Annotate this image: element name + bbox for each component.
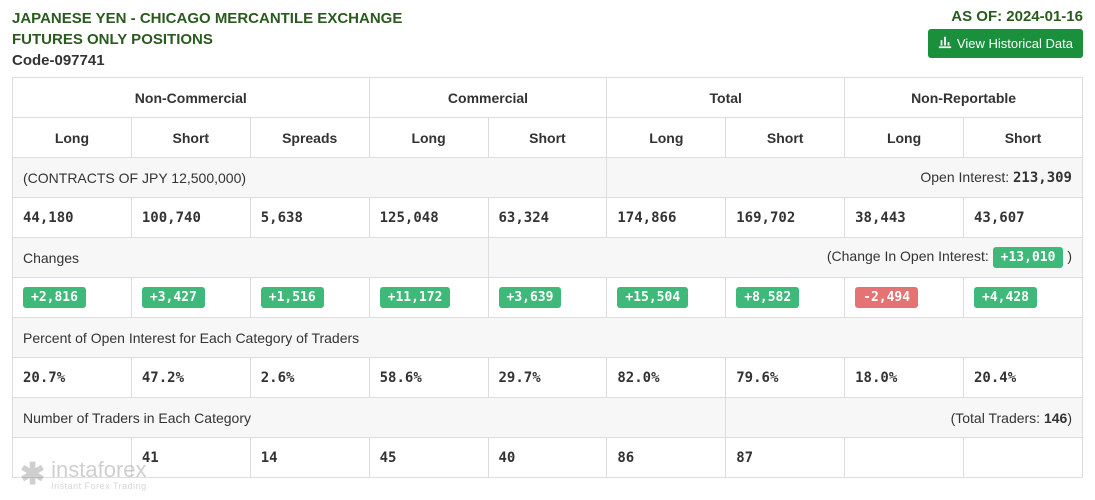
header-left: JAPANESE YEN - CHICAGO MERCANTILE EXCHAN…	[12, 8, 402, 71]
change-cell: +15,504	[607, 278, 726, 318]
change-cell: +1,516	[250, 278, 369, 318]
col-short-4: Short	[964, 118, 1083, 158]
percent-cell: 29.7%	[488, 358, 607, 398]
percent-header-row: Percent of Open Interest for Each Catego…	[13, 318, 1083, 358]
change-badge: +4,428	[974, 287, 1037, 308]
change-badge: -2,494	[855, 287, 918, 308]
changes-header-row: Changes (Change In Open Interest: +13,01…	[13, 238, 1083, 278]
view-historical-button[interactable]: View Historical Data	[928, 29, 1083, 58]
change-oi-badge: +13,010	[993, 247, 1064, 268]
traders-header-right: (Total Traders: 146)	[726, 398, 1083, 438]
value-cell: 169,702	[726, 198, 845, 238]
col-short-1: Short	[131, 118, 250, 158]
group-non-commercial: Non-Commercial	[13, 78, 370, 118]
title-line-2: FUTURES ONLY POSITIONS	[12, 29, 402, 50]
traders-row: 41 14 45 40 86 87	[13, 438, 1083, 478]
col-long-1: Long	[13, 118, 132, 158]
change-cell: +3,639	[488, 278, 607, 318]
value-cell: 38,443	[845, 198, 964, 238]
percent-cell: 79.6%	[726, 358, 845, 398]
open-interest-cell: Open Interest: 213,309	[607, 158, 1083, 198]
change-badge: +1,516	[261, 287, 324, 308]
change-cell: +2,816	[13, 278, 132, 318]
percent-cell: 82.0%	[607, 358, 726, 398]
traders-cell: 45	[369, 438, 488, 478]
traders-cell	[845, 438, 964, 478]
total-traders-value: 146	[1044, 410, 1067, 426]
column-header-row: Long Short Spreads Long Short Long Short…	[13, 118, 1083, 158]
percent-row: 20.7% 47.2% 2.6% 58.6% 29.7% 82.0% 79.6%…	[13, 358, 1083, 398]
value-cell: 174,866	[607, 198, 726, 238]
value-cell: 43,607	[964, 198, 1083, 238]
change-cell: +4,428	[964, 278, 1083, 318]
change-oi-cell: (Change In Open Interest: +13,010 )	[488, 238, 1083, 278]
group-total: Total	[607, 78, 845, 118]
percent-cell: 20.7%	[13, 358, 132, 398]
percent-header: Percent of Open Interest for Each Catego…	[13, 318, 1083, 358]
contracts-row: (CONTRACTS OF JPY 12,500,000) Open Inter…	[13, 158, 1083, 198]
value-cell: 100,740	[131, 198, 250, 238]
open-interest-value: 213,309	[1013, 170, 1072, 186]
change-oi-close: )	[1063, 248, 1072, 264]
code-line: Code-097741	[12, 50, 402, 71]
traders-cell: 14	[250, 438, 369, 478]
group-non-reportable: Non-Reportable	[845, 78, 1083, 118]
changes-label: Changes	[13, 238, 489, 278]
change-badge: +11,172	[380, 287, 451, 308]
value-cell: 125,048	[369, 198, 488, 238]
change-cell: -2,494	[845, 278, 964, 318]
col-spreads: Spreads	[250, 118, 369, 158]
change-badge: +2,816	[23, 287, 86, 308]
value-cell: 63,324	[488, 198, 607, 238]
traders-cell	[964, 438, 1083, 478]
view-historical-label: View Historical Data	[957, 36, 1073, 51]
traders-cell: 86	[607, 438, 726, 478]
col-short-2: Short	[488, 118, 607, 158]
change-cell: +8,582	[726, 278, 845, 318]
change-cell: +11,172	[369, 278, 488, 318]
group-header-row: Non-Commercial Commercial Total Non-Repo…	[13, 78, 1083, 118]
percent-cell: 58.6%	[369, 358, 488, 398]
value-cell: 5,638	[250, 198, 369, 238]
as-of-label: AS OF: 2024-01-16	[928, 8, 1083, 25]
header-right: AS OF: 2024-01-16 View Historical Data	[928, 8, 1083, 58]
positions-table: Non-Commercial Commercial Total Non-Repo…	[12, 77, 1083, 478]
group-commercial: Commercial	[369, 78, 607, 118]
traders-cell	[13, 438, 132, 478]
change-badge: +3,427	[142, 287, 205, 308]
value-cell: 44,180	[13, 198, 132, 238]
values-row: 44,180 100,740 5,638 125,048 63,324 174,…	[13, 198, 1083, 238]
traders-header-left: Number of Traders in Each Category	[13, 398, 726, 438]
col-long-2: Long	[369, 118, 488, 158]
header: JAPANESE YEN - CHICAGO MERCANTILE EXCHAN…	[12, 8, 1083, 71]
chart-icon	[938, 35, 952, 52]
percent-cell: 47.2%	[131, 358, 250, 398]
percent-cell: 20.4%	[964, 358, 1083, 398]
traders-header-row: Number of Traders in Each Category (Tota…	[13, 398, 1083, 438]
changes-row: +2,816 +3,427 +1,516 +11,172 +3,639 +15,504 +8…	[13, 278, 1083, 318]
contracts-label: (CONTRACTS OF JPY 12,500,000)	[13, 158, 607, 198]
change-cell: +3,427	[131, 278, 250, 318]
traders-cell: 41	[131, 438, 250, 478]
traders-cell: 87	[726, 438, 845, 478]
open-interest-label: Open Interest:	[920, 169, 1013, 185]
change-badge: +15,504	[617, 287, 688, 308]
change-oi-label: (Change In Open Interest:	[827, 248, 993, 264]
col-long-4: Long	[845, 118, 964, 158]
percent-cell: 18.0%	[845, 358, 964, 398]
title-line-1: JAPANESE YEN - CHICAGO MERCANTILE EXCHAN…	[12, 8, 402, 29]
change-badge: +3,639	[499, 287, 562, 308]
traders-cell: 40	[488, 438, 607, 478]
total-traders-close: )	[1067, 410, 1072, 426]
col-short-3: Short	[726, 118, 845, 158]
percent-cell: 2.6%	[250, 358, 369, 398]
total-traders-label: (Total Traders:	[951, 410, 1044, 426]
col-long-3: Long	[607, 118, 726, 158]
change-badge: +8,582	[736, 287, 799, 308]
